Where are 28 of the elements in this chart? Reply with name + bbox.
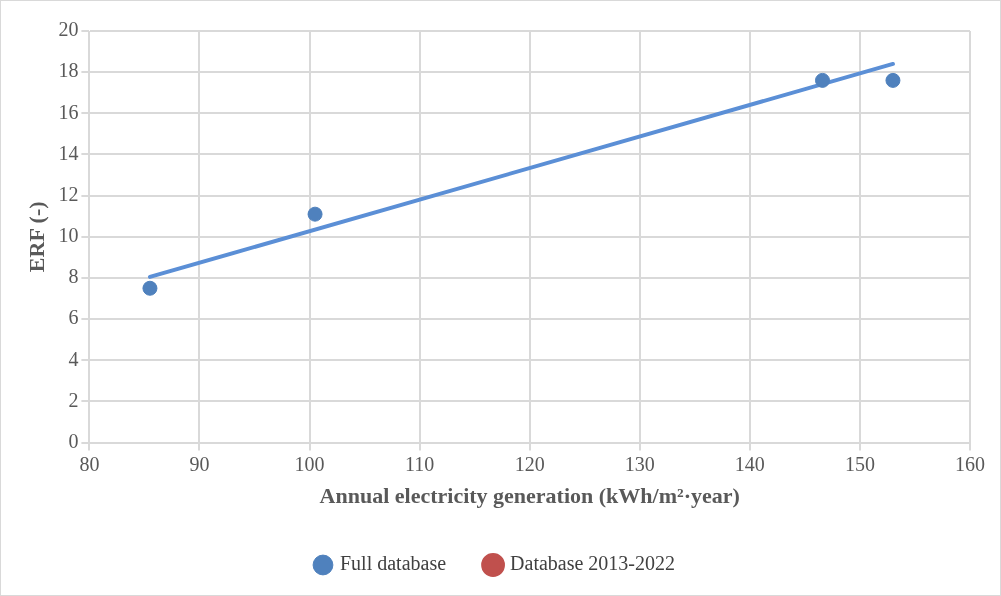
point — [815, 72, 830, 88]
y-tick-label: 20 — [58, 18, 79, 41]
point — [307, 206, 323, 222]
x-tick-label: 140 — [734, 452, 765, 475]
x-tick-label: 80 — [79, 452, 100, 475]
y-tick-label: 12 — [58, 182, 79, 205]
legend-label: Database 2013-2022 — [510, 552, 676, 575]
x-tick-label: 90 — [189, 452, 210, 475]
y-tick-label: 14 — [58, 141, 79, 164]
x-tick-label: 150 — [844, 452, 875, 475]
y-tick-label: 6 — [68, 306, 79, 329]
x-tick-label: 160 — [955, 452, 985, 475]
x-tick-label: 120 — [514, 452, 545, 475]
x-axis-title: Annual electricity generation (kWh/m²·year) — [319, 483, 740, 509]
y-axis-title: ERF (-) — [23, 201, 49, 273]
x-tick-label: 100 — [294, 452, 325, 475]
x-tick-label: 110 — [404, 452, 435, 475]
y-tick-label: 16 — [58, 100, 79, 123]
y-tick-label: 4 — [68, 347, 79, 370]
x-tick-label: 130 — [624, 452, 655, 475]
point — [142, 280, 158, 296]
y-tick-label: 2 — [68, 388, 79, 411]
y-tick-label: 10 — [58, 224, 79, 247]
legend-label: Full database — [339, 552, 447, 575]
y-tick-label: 0 — [68, 429, 79, 452]
y-tick-label: 18 — [58, 59, 79, 82]
point — [885, 72, 901, 88]
y-tick-label: 8 — [68, 265, 79, 288]
